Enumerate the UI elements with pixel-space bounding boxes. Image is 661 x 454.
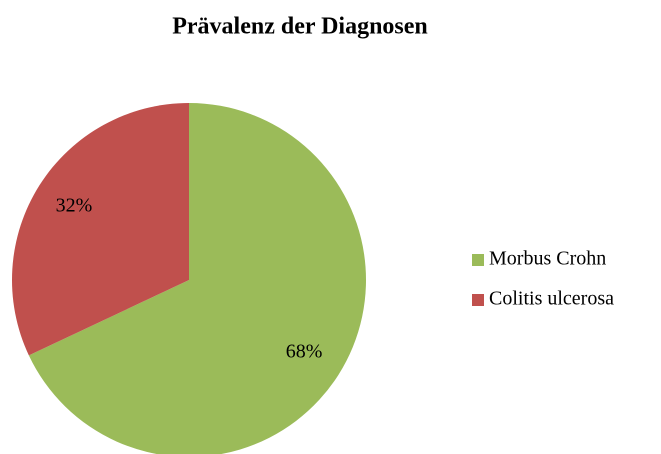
legend-swatch [472, 294, 484, 306]
legend-label: Morbus Crohn [489, 248, 606, 270]
legend-label: Colitis ulcerosa [489, 288, 614, 310]
chart-title: Prävalenz der Diagnosen [172, 14, 428, 40]
legend-swatch [472, 254, 484, 266]
pie-slice [28, 103, 366, 454]
data-label: 68% [286, 341, 323, 363]
data-label: 32% [56, 195, 93, 217]
pie-slice [11, 103, 189, 356]
